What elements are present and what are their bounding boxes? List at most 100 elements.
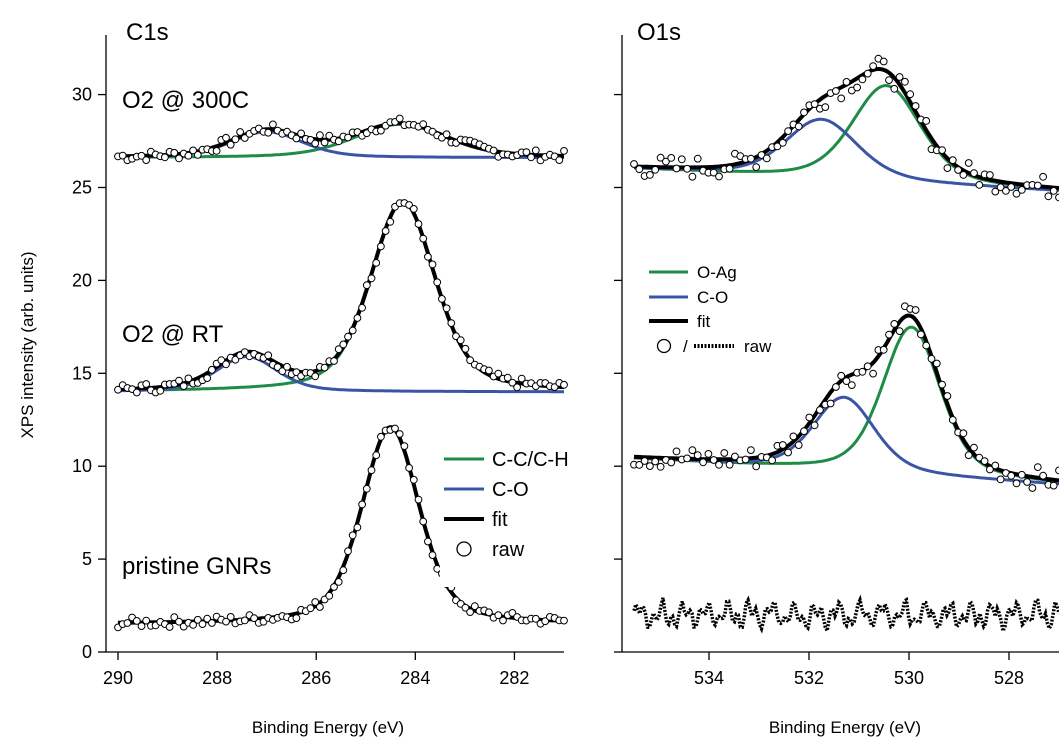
o1s-raw-point (879, 345, 888, 354)
o1s-raw-point (948, 416, 957, 424)
o1s-raw-point (832, 383, 840, 391)
c1s-y-tick-label: 25 (72, 177, 92, 197)
c1s-raw-point (485, 608, 493, 617)
c1s-raw-point (250, 614, 259, 623)
o1s-raw-point (837, 94, 846, 103)
c1s-raw-point (236, 128, 245, 136)
o1s-raw-point (715, 172, 723, 181)
c1s-raw-point (132, 388, 141, 397)
c1s-raw-point (372, 451, 381, 460)
c1s-raw-point (175, 376, 183, 385)
c1s-raw-point (264, 351, 273, 360)
o1s-raw-point (778, 138, 787, 147)
c1s-raw-point (367, 274, 376, 283)
o1s-raw-point (731, 452, 739, 461)
o1s-raw-point (662, 157, 670, 166)
c1s-raw-point (142, 380, 151, 388)
o1s-raw-point (672, 447, 681, 456)
o1s-raw-point (778, 441, 787, 449)
o1s-raw-point (986, 171, 994, 179)
o1s-raw-point (869, 369, 877, 378)
c1s-legend: C-C/C-H C-O fit raw (440, 447, 590, 587)
o1s-spectrum-o2-300c (630, 54, 1059, 202)
legend-label-c-o: C-O (492, 479, 529, 501)
legend-label-o1s-fit: fit (697, 312, 711, 331)
c1s-raw-point (377, 242, 385, 251)
c1s-raw-point (442, 304, 451, 313)
o1s-raw-point (932, 359, 941, 368)
o1s-raw-point (901, 77, 909, 86)
c1s-raw-point (531, 146, 540, 155)
o1s-raw-point (959, 429, 968, 438)
c1s-raw-point (348, 326, 357, 335)
c1s-raw-point (123, 619, 132, 627)
o1s-raw-point (975, 181, 984, 189)
o1s-raw-point (911, 306, 920, 314)
o1s-raw-point (656, 153, 665, 162)
c1s-raw-point (461, 344, 470, 353)
c1s-x-tick-label: 286 (301, 668, 331, 688)
c1s-raw-point (494, 611, 503, 620)
o1s-raw-point (709, 456, 718, 464)
o1s-raw-point (922, 117, 931, 125)
o1s-raw-point (906, 90, 915, 99)
o1s-raw-point (720, 449, 729, 457)
c1s-raw-point (344, 547, 352, 556)
o1s-raw-point (656, 462, 665, 471)
o1s-raw-point (964, 159, 973, 167)
c1s-raw-point (456, 336, 465, 345)
c1s-raw-point (189, 621, 198, 629)
c1s-raw-point (339, 566, 348, 575)
o1s-raw-point (943, 164, 952, 173)
c1s-raw-point (419, 517, 428, 526)
c1s-y-axis-title: XPS intensity (arb. units) (18, 251, 37, 438)
o1s-x-axis-title: Binding Energy (eV) (769, 718, 921, 737)
c1s-y-tick-label: 15 (72, 363, 92, 383)
o1s-raw-point (1055, 193, 1059, 202)
c1s-raw-point (264, 128, 273, 137)
legend-label-o1s-raw: raw (744, 337, 772, 356)
c1s-panel: 0 5 10 15 20 25 30 290 288 286 284 282 C1s O2 @ 30… (18, 19, 590, 737)
o1s-x-tick-label: 530 (894, 668, 924, 688)
c1s-raw-point (391, 424, 399, 433)
c1s-x-tick-label: 290 (103, 668, 133, 688)
c1s-raw-point (358, 303, 367, 312)
o1s-raw-point (693, 451, 702, 460)
o1s-legend: O-Ag C-O fit / raw (649, 263, 772, 356)
o1s-raw-point (980, 457, 989, 466)
c1s-raw-point (170, 148, 179, 157)
o1s-raw-point (1039, 471, 1047, 480)
o1s-raw-point (667, 458, 676, 467)
o1s-raw-point (927, 354, 936, 363)
o1s-raw-point (938, 146, 946, 155)
o1s-raw-point (1017, 186, 1026, 194)
legend-label-o1s-c-o: C-O (697, 288, 728, 307)
c1s-raw-point (362, 484, 371, 493)
c1s-raw-point (226, 613, 235, 621)
c1s-spectrum-o2-300c (114, 114, 568, 165)
o1s-raw-point (816, 406, 824, 414)
o1s-raw-point (954, 166, 962, 174)
c1s-raw-point (414, 220, 423, 228)
c1s-raw-point (132, 617, 141, 625)
c1s-raw-point (541, 617, 550, 626)
legend-label-o1s-raw-slash: / (683, 337, 688, 356)
legend-label-fit: fit (492, 509, 508, 531)
c1s-raw-point (184, 374, 193, 383)
c1s-raw-point (503, 373, 512, 382)
c1s-raw-point (316, 603, 324, 611)
o1s-raw-point (1049, 481, 1058, 490)
c1s-raw-point (222, 360, 230, 369)
o1s-raw-point (805, 413, 814, 422)
c1s-raw-point (240, 616, 249, 625)
o1s-raw-point (1055, 466, 1059, 475)
c1s-raw-point (344, 332, 352, 341)
c1s-y-tick-label: 20 (72, 270, 92, 290)
c1s-raw-point (231, 355, 240, 364)
c1s-raw-point (193, 151, 202, 159)
o1s-raw-point (630, 160, 638, 168)
c1s-raw-point (414, 495, 423, 504)
o1s-raw-point (970, 443, 978, 452)
o1s-raw-point (741, 455, 750, 464)
c1s-raw-point (405, 464, 414, 472)
